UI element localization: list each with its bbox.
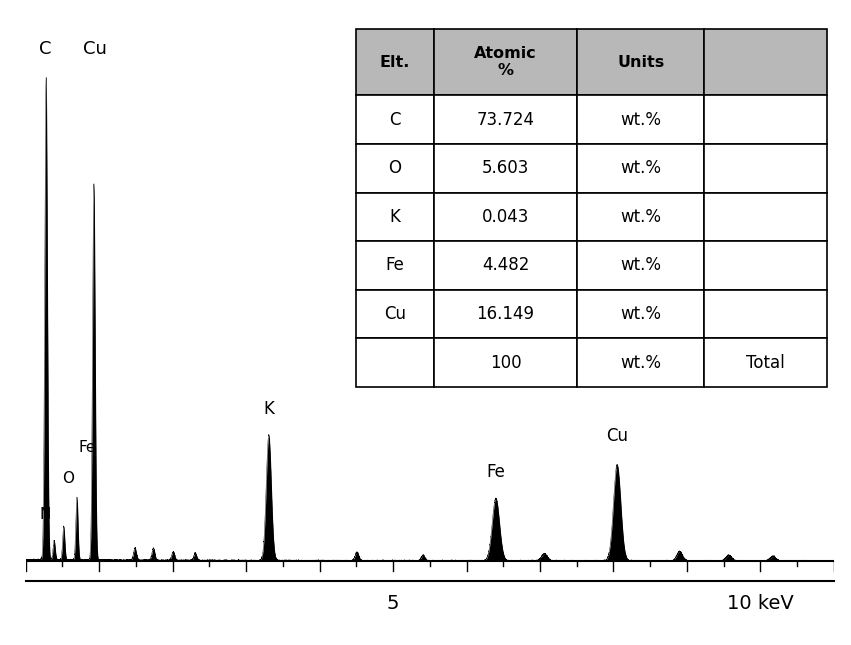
Bar bbox=[705, 290, 826, 339]
Bar bbox=[434, 95, 577, 144]
Text: Atomic
%: Atomic % bbox=[474, 46, 537, 78]
Bar bbox=[357, 144, 434, 192]
Text: Cu: Cu bbox=[83, 40, 107, 58]
Text: 16.149: 16.149 bbox=[477, 305, 534, 323]
Text: Fe: Fe bbox=[78, 440, 96, 455]
Bar bbox=[434, 192, 577, 241]
Text: 4.482: 4.482 bbox=[482, 257, 529, 274]
Text: 5.603: 5.603 bbox=[482, 159, 529, 177]
Text: wt.%: wt.% bbox=[620, 257, 661, 274]
Text: O: O bbox=[62, 471, 74, 486]
Text: Elt.: Elt. bbox=[380, 55, 410, 70]
Bar bbox=[705, 144, 826, 192]
Text: K: K bbox=[390, 208, 401, 226]
Bar bbox=[357, 29, 434, 95]
Text: Total: Total bbox=[746, 353, 785, 372]
Text: wt.%: wt.% bbox=[620, 353, 661, 372]
Text: K: K bbox=[263, 401, 274, 419]
Bar bbox=[434, 29, 577, 95]
Bar bbox=[705, 192, 826, 241]
Text: C: C bbox=[39, 40, 52, 58]
Bar bbox=[357, 290, 434, 339]
Text: 100: 100 bbox=[490, 353, 522, 372]
Text: C: C bbox=[389, 110, 401, 128]
Bar bbox=[577, 290, 705, 339]
Bar bbox=[357, 339, 434, 387]
Bar bbox=[705, 29, 826, 95]
Bar bbox=[705, 339, 826, 387]
Bar bbox=[577, 192, 705, 241]
Text: 10 keV: 10 keV bbox=[727, 594, 794, 613]
Text: O: O bbox=[389, 159, 402, 177]
Bar bbox=[357, 95, 434, 144]
Text: Cu: Cu bbox=[384, 305, 406, 323]
Bar bbox=[577, 241, 705, 290]
Bar bbox=[577, 95, 705, 144]
Text: Cu: Cu bbox=[606, 427, 628, 445]
Bar bbox=[577, 144, 705, 192]
Text: N: N bbox=[40, 508, 51, 522]
Bar bbox=[577, 29, 705, 95]
Bar bbox=[357, 192, 434, 241]
Text: wt.%: wt.% bbox=[620, 110, 661, 128]
Bar bbox=[577, 339, 705, 387]
Bar bbox=[434, 339, 577, 387]
Bar bbox=[705, 241, 826, 290]
Text: 73.724: 73.724 bbox=[477, 110, 534, 128]
Bar bbox=[357, 241, 434, 290]
Text: wt.%: wt.% bbox=[620, 305, 661, 323]
Bar bbox=[705, 95, 826, 144]
Text: Fe: Fe bbox=[487, 463, 505, 481]
Text: Fe: Fe bbox=[386, 257, 404, 274]
Bar bbox=[434, 241, 577, 290]
Text: wt.%: wt.% bbox=[620, 208, 661, 226]
Text: wt.%: wt.% bbox=[620, 159, 661, 177]
Text: Units: Units bbox=[617, 55, 665, 70]
Bar bbox=[434, 290, 577, 339]
Text: 0.043: 0.043 bbox=[482, 208, 529, 226]
Bar bbox=[434, 144, 577, 192]
Text: 5: 5 bbox=[386, 594, 399, 613]
